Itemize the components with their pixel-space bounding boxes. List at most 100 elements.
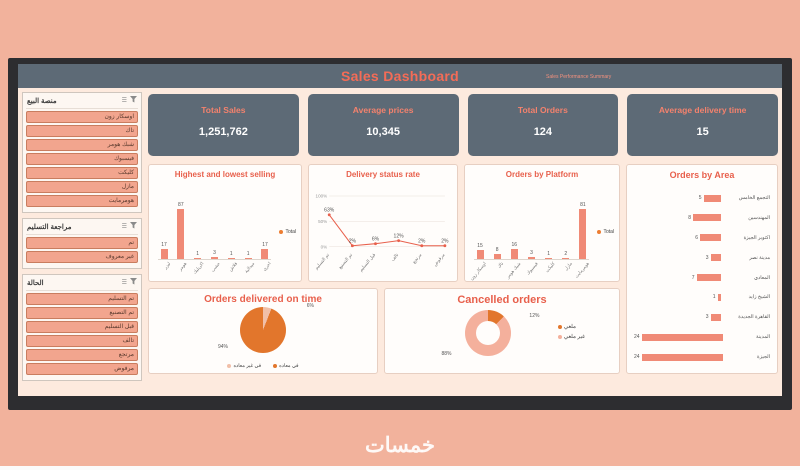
bar-value-label: 3	[705, 254, 709, 261]
slicer-sidebar: منصة البيع ☰ اوسكار زون تاك شبك هومر فيسبوك…	[22, 92, 142, 386]
legend-item: غير ملغي	[557, 334, 585, 340]
kpi-value: 10,345	[366, 126, 400, 138]
bar-category-label: اكتوبر الجيزة	[743, 234, 770, 241]
slicer-item-list: اوسكار زون تاك شبك هومر فيسبوك كليكت مازل هومر…	[26, 111, 138, 207]
slicer-item[interactable]: قبل التسليم	[26, 321, 138, 333]
bar-category-label: الشيخ زايد	[748, 294, 770, 301]
bar-category-label: التجمع الخامس	[738, 195, 770, 201]
svg-text:مرفوض: مرفوض	[432, 252, 447, 268]
card-orders-delivered-on-time: Orders delivered on time 6% 94% في غير معا…	[148, 288, 378, 374]
bar-category-label: هومرمايت	[573, 261, 590, 279]
bar-category-label: خشب	[210, 261, 222, 273]
svg-text:50%: 50%	[318, 219, 327, 224]
multi-select-icon[interactable]: ☰	[121, 97, 127, 104]
legend-label: Total	[603, 228, 614, 235]
kpi-average-prices: Average prices 10,345	[307, 94, 459, 156]
clear-filter-icon[interactable]	[130, 278, 137, 288]
bar	[717, 293, 721, 301]
svg-text:2%: 2%	[441, 239, 449, 245]
slicer-item[interactable]: تم التصنيع	[26, 307, 138, 319]
svg-text:مرتجع: مرتجع	[411, 252, 423, 265]
bar	[194, 257, 202, 259]
hbar-row: 6 اكتوبر الجيزة	[634, 229, 770, 247]
kpi-row: Total Sales 1,251,762 Average prices 10,…	[148, 94, 778, 156]
hbar-row: 7 المعادي	[634, 269, 770, 287]
kpi-total-sales: Total Sales 1,251,762	[148, 94, 299, 156]
chart-title: Orders by Platform	[505, 170, 579, 179]
bar	[510, 249, 518, 259]
kpi-label: Average prices	[352, 105, 414, 115]
slicer-item[interactable]: مرتجع	[26, 349, 138, 361]
bar-value-label: 2	[564, 250, 568, 257]
slicer-item[interactable]: تم التسليم	[26, 293, 138, 305]
bar	[641, 333, 723, 341]
svg-text:6%: 6%	[372, 237, 380, 243]
kpi-label: Total Sales	[201, 105, 246, 115]
chart-title: Delivery status rate	[346, 170, 420, 179]
kpi-average-delivery-time: Average delivery time 15	[627, 94, 778, 156]
bar-category-label: ميدالية	[243, 261, 255, 274]
slicer-item[interactable]: تالف	[26, 335, 138, 347]
bar	[710, 313, 721, 321]
hbar-row: 1 الشيخ زايد	[634, 288, 770, 306]
bar-category-label: اخرى	[261, 261, 272, 272]
chart-legend: ملغي غير ملغي	[557, 324, 585, 340]
bar-category-label: اوسكار زون	[468, 261, 487, 282]
chart-legend: Total	[597, 229, 614, 235]
donut-wrapper: 12% 88%	[441, 310, 539, 357]
multi-select-icon[interactable]: ☰	[121, 223, 127, 230]
slicer-item[interactable]: كليكت	[26, 167, 138, 179]
slicer-item[interactable]: فيسبوك	[26, 153, 138, 165]
multi-select-icon[interactable]: ☰	[121, 279, 127, 286]
bar	[700, 234, 721, 242]
pie-wrapper: 6% 94%	[218, 303, 314, 353]
svg-text:2%: 2%	[418, 239, 426, 245]
bar-column: 1 اكريليك	[192, 251, 205, 275]
bar-plot-area: 15 اوسكار زون 8 تاك 16 شبك هومر 3 فيسبوك 1 كليكت 2…	[469, 191, 590, 281]
bar-category-label: شبك هومر	[504, 261, 522, 280]
bar-value-label: 1	[246, 250, 250, 257]
legend-label: Total	[285, 228, 296, 235]
slicer-item[interactable]: مازل	[26, 181, 138, 193]
clear-filter-icon[interactable]	[130, 96, 137, 106]
slicer-item[interactable]: غير معروف	[26, 251, 138, 263]
svg-text:تم التسليم: تم التسليم	[314, 252, 332, 271]
legend-item: في غير معاده	[227, 363, 261, 369]
bar	[160, 249, 168, 259]
slicer-item[interactable]: تم	[26, 237, 138, 249]
legend-marker-icon	[227, 364, 232, 368]
pie-chart-delivered-on-time: 6% 94% في غير معاده في معاده	[153, 303, 373, 370]
slicer-item[interactable]: شبك هومر	[26, 139, 138, 151]
bar-value-label: 8	[688, 214, 691, 221]
bar-value-label: 1	[712, 294, 716, 301]
bar-column: 3 خشب	[208, 250, 221, 273]
bar-plot-area: 17 ليزر 87 هومر 1 اكريليك 3 خشب 1 فلاش 1 ميدالية 17 ا…	[158, 191, 272, 275]
slicer-item[interactable]: تاك	[26, 125, 138, 137]
bar-value-label: 81	[580, 202, 586, 208]
hbar-row: 8 المهندسين	[634, 209, 770, 227]
bar-value-label: 17	[161, 242, 167, 249]
slicer-item[interactable]: هومرمايت	[26, 195, 138, 207]
bar-value-label: 15	[477, 242, 483, 249]
slicer-item[interactable]: اوسكار زون	[26, 111, 138, 123]
legend-label: في معاده	[279, 363, 299, 369]
pie-graphic	[240, 307, 286, 353]
bar-value-label: 1	[229, 250, 233, 257]
bar	[693, 214, 721, 222]
bar-column: 3 فيسبوك	[525, 250, 538, 275]
slicer-header: منصة البيع ☰	[26, 95, 138, 109]
bar-column: 81 هومرمايت	[574, 202, 590, 279]
bar-category-label: اكريليك	[191, 261, 205, 275]
donut-graphic	[465, 310, 512, 356]
slicer-title: مراجعة التسليم	[27, 224, 72, 231]
bar-column: 8 تاك	[491, 247, 504, 269]
clear-filter-icon[interactable]	[130, 222, 137, 232]
card-cancelled-orders: Cancelled orders 12% 88% ملغي غير ملغي	[384, 288, 620, 374]
legend-label: في غير معاده	[233, 363, 262, 369]
slicer-item[interactable]: مرفوض	[26, 363, 138, 375]
kpi-label: Total Orders	[517, 105, 568, 115]
bar-column: 1 كليكت	[543, 251, 555, 274]
slicer-item-list: تم التسليم تم التصنيع قبل التسليم تالف مرتجع…	[26, 293, 138, 375]
svg-text:قبل التسليم: قبل التسليم	[358, 252, 377, 274]
chart-legend: Total	[279, 229, 296, 235]
